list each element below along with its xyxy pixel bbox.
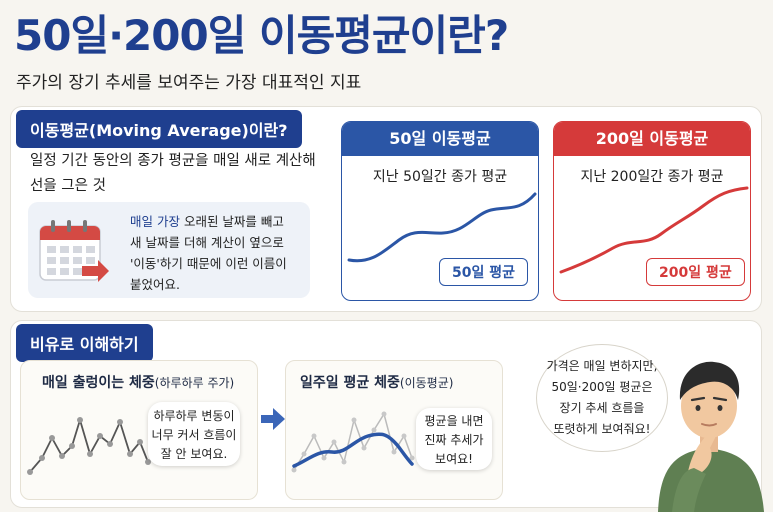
- definition-tag: 이동평균(Moving Average)이란?: [16, 110, 302, 148]
- card-200-header: 200일 이동평균: [554, 122, 750, 156]
- daily-speech-bubble: 하루하루 변동이 너무 커서 흐름이 잘 안 보여요.: [148, 402, 240, 466]
- speech-line-4: 또렷하게 보여줘요!: [553, 422, 651, 436]
- note-highlight: 매일 가장: [130, 214, 180, 229]
- analogy-tag: 비유로 이해하기: [16, 324, 153, 362]
- ma50-line-chart: [347, 192, 537, 263]
- note-line-1: 오래된 날짜를 빼고: [179, 214, 284, 229]
- speech-line-2: 50일·200일 평균은: [551, 380, 653, 394]
- weekly-title-bold: 일주일 평균 체중: [300, 375, 400, 391]
- daily-title-small: (하루하루 주가): [154, 376, 235, 390]
- daily-zigzag-chart: [27, 416, 151, 475]
- ma200-line-chart: [559, 186, 749, 274]
- card-50-header: 50일 이동평균: [342, 122, 538, 156]
- weekly-speech-bubble: 평균을 내면 진짜 추세가 보여요!: [416, 408, 492, 470]
- right-arrow-icon: [261, 408, 285, 434]
- weekly-bubble-line-3: 보여요!: [435, 452, 473, 466]
- definition-line-2: 선을 그은 것: [30, 178, 106, 194]
- weekly-smoothed-chart: [291, 411, 415, 473]
- card-200-desc: 지난 200일간 종가 평균: [580, 169, 724, 185]
- daily-title-bold: 매일 출렁이는 체중: [42, 375, 155, 391]
- daily-bubble-line-2: 너무 커서 흐름이: [151, 428, 237, 442]
- daily-bubble-line-3: 잘 안 보여요.: [160, 447, 228, 461]
- speech-line-3: 장기 추세 흐름을: [559, 401, 645, 415]
- badge-50-day: 50일 평균: [439, 258, 528, 286]
- definition-line-1: 일정 기간 동안의 종가 평균을 매일 새로 계산해: [30, 153, 316, 169]
- note-line-4: 붙었어요.: [130, 277, 180, 292]
- speech-line-1: 가격은 매일 변하지만,: [546, 359, 658, 373]
- thinking-person-illustration: [658, 361, 764, 512]
- note-line-2: 새 날짜를 더해 계산이 옆으로: [130, 235, 284, 250]
- daily-bubble-line-1: 하루하루 변동이: [153, 409, 235, 423]
- badge-200-day: 200일 평균: [646, 258, 745, 286]
- weekly-bubble-line-1: 평균을 내면: [424, 414, 484, 428]
- note-line-3: '이동'하기 때문에 이런 이름이: [130, 256, 287, 271]
- explanation-speech-bubble: 가격은 매일 변하지만, 50일·200일 평균은 장기 추세 흐름을 또렷하게…: [536, 344, 668, 452]
- weekly-title-small: (이동평균): [399, 376, 454, 390]
- daily-weight-title: 매일 출렁이는 체중(하루하루 주가): [42, 372, 234, 392]
- weekly-bubble-line-2: 진짜 추세가: [424, 433, 484, 447]
- page-title: 50일·200일 이동평균이란?: [14, 11, 509, 60]
- page-subtitle: 주가의 장기 추세를 보여주는 가장 대표적인 지표: [16, 73, 362, 93]
- definition-note: 매일 가장 오래된 날짜를 빼고 새 날짜를 더해 계산이 옆으로 '이동'하기…: [130, 211, 308, 295]
- weekly-weight-title: 일주일 평균 체중(이동평균): [300, 372, 453, 392]
- calendar-icon: [38, 218, 110, 286]
- card-50-desc: 지난 50일간 종가 평균: [372, 169, 508, 185]
